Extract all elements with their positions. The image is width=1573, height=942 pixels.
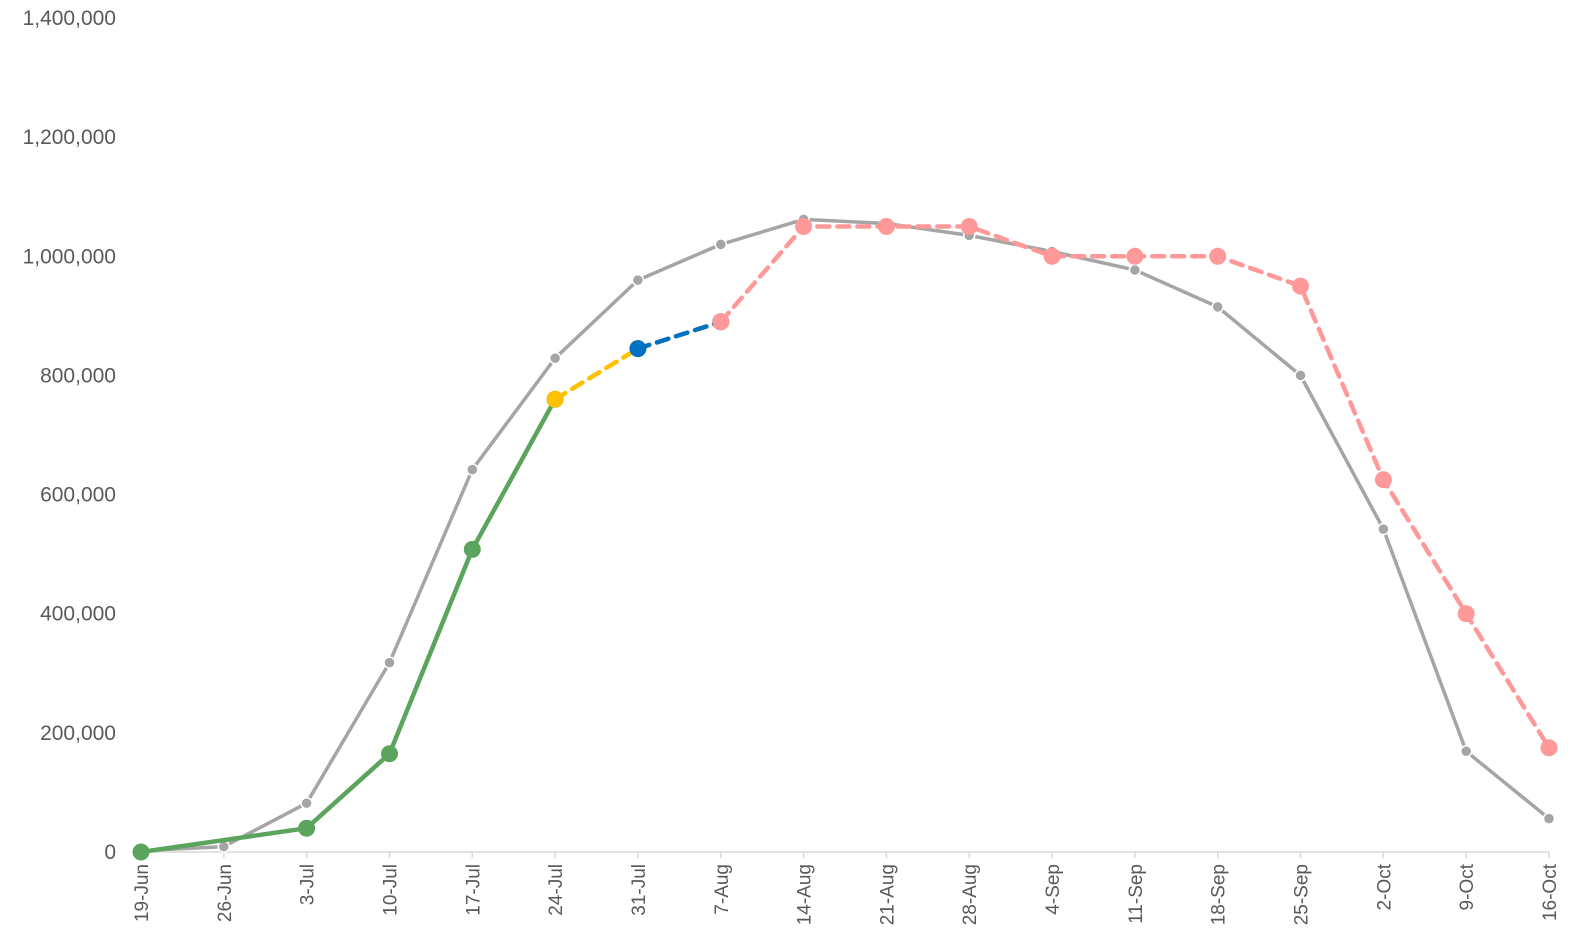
- series-line: [552, 346, 641, 402]
- y-axis: 0 200,000 400,000 600,000 800,000 1,000,000 1,…: [23, 7, 116, 864]
- series-0: [134, 213, 1556, 858]
- series-4: [712, 218, 1558, 757]
- data-point: [1542, 812, 1556, 825]
- data-point: [1292, 277, 1309, 295]
- data-point: [381, 745, 398, 763]
- x-tick-label: 19-Jun: [132, 864, 153, 922]
- data-point: [877, 218, 895, 235]
- y-tick-label: 1,200,000: [23, 126, 116, 149]
- data-point: [960, 218, 978, 235]
- y-tick-label: 1,400,000: [23, 7, 116, 30]
- data-point: [1126, 247, 1144, 265]
- data-point: [1457, 605, 1475, 623]
- x-tick-label: 11-Sep: [1126, 864, 1147, 924]
- data-point: [714, 238, 728, 251]
- x-tick-label: 9-Oct: [1457, 863, 1478, 910]
- y-tick-label: 800,000: [40, 364, 116, 387]
- x-tick-label: 16-Oct: [1540, 863, 1561, 921]
- data-point: [631, 273, 645, 287]
- series-line: [718, 224, 1552, 751]
- data-point: [1209, 247, 1227, 265]
- x-axis: 19-Jun 26-Jun 3-Jul 10-Jul 17-Jul 24-Jul 31-Ju…: [132, 852, 1561, 925]
- x-tick-label: 21-Aug: [877, 864, 898, 925]
- x-tick-label: 24-Jul: [546, 864, 567, 916]
- series-layer: [132, 213, 1558, 861]
- data-point: [546, 390, 564, 408]
- data-point: [132, 843, 150, 861]
- data-point: [300, 796, 313, 810]
- x-tick-label: 17-Jul: [463, 864, 484, 916]
- y-tick-label: 400,000: [40, 603, 116, 626]
- x-tick-label: 26-Jun: [215, 864, 236, 922]
- x-tick-label: 3-Jul: [298, 864, 319, 905]
- y-tick-label: 1,000,000: [23, 245, 116, 268]
- series-line: [138, 397, 558, 855]
- data-point: [383, 656, 396, 669]
- data-point: [629, 340, 647, 358]
- series-line: [635, 319, 724, 351]
- data-point: [298, 819, 316, 837]
- data-point: [1043, 247, 1061, 265]
- x-tick-label: 10-Jul: [380, 864, 401, 916]
- data-point: [795, 218, 813, 235]
- x-tick-label: 31-Jul: [629, 864, 650, 916]
- data-point: [1377, 522, 1390, 536]
- y-tick-label: 0: [104, 841, 116, 864]
- data-point: [463, 540, 481, 558]
- series-1: [132, 390, 564, 861]
- x-tick-label: 18-Sep: [1209, 864, 1230, 925]
- x-tick-label: 14-Aug: [795, 864, 816, 925]
- x-tick-label: 4-Sep: [1043, 864, 1064, 915]
- x-tick-label: 2-Oct: [1374, 863, 1395, 910]
- data-point: [1294, 369, 1307, 382]
- data-point: [1540, 739, 1558, 757]
- data-point: [1211, 300, 1224, 314]
- data-point: [712, 313, 730, 331]
- x-tick-label: 25-Sep: [1292, 864, 1313, 925]
- data-point: [1374, 471, 1392, 489]
- series-line: [139, 217, 1551, 853]
- data-point: [1459, 745, 1473, 758]
- x-tick-label: 28-Aug: [960, 864, 981, 925]
- y-tick-label: 600,000: [40, 484, 116, 507]
- data-point: [466, 463, 479, 476]
- y-tick-label: 200,000: [40, 722, 116, 745]
- x-tick-label: 7-Aug: [712, 864, 733, 915]
- data-point: [1128, 263, 1142, 277]
- data-point: [548, 351, 562, 365]
